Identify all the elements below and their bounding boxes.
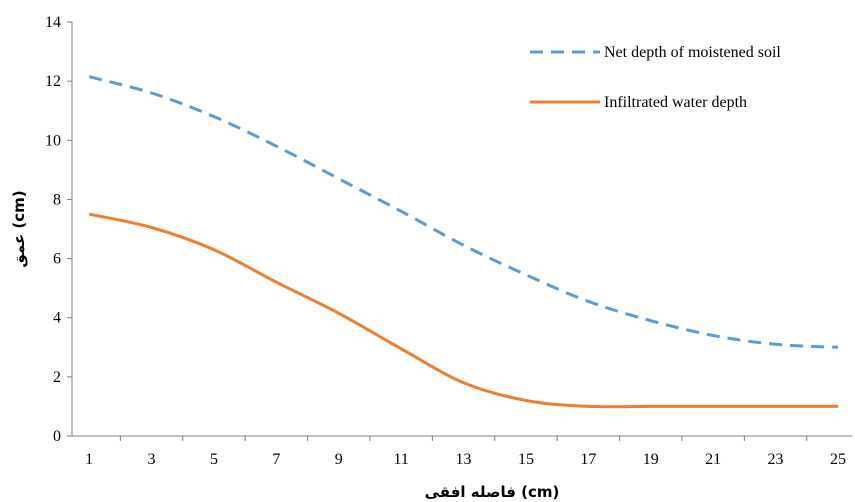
y-tick-label: 0 xyxy=(53,428,61,445)
series-layer xyxy=(88,75,839,409)
x-tick-label: 25 xyxy=(830,451,846,468)
x-tick-label: 15 xyxy=(518,451,534,468)
y-axis-title: عمق (cm) xyxy=(10,190,28,267)
x-tick-label: 7 xyxy=(272,451,280,468)
x-tick-label: 13 xyxy=(456,451,472,468)
y-tick-label: 2 xyxy=(53,369,61,386)
y-ticks: 0 2 4 6 8 10 12 14 xyxy=(45,14,72,445)
axes xyxy=(71,22,852,437)
y-tick-label: 8 xyxy=(53,191,61,208)
x-tick-label: 17 xyxy=(580,451,596,468)
y-tick-label: 14 xyxy=(45,14,61,31)
x-tick-label: 21 xyxy=(705,451,721,468)
x-tick-label: 23 xyxy=(768,451,784,468)
x-axis-title: فاصله افقی (cm) xyxy=(425,483,560,501)
x-tick-label: 5 xyxy=(210,451,218,468)
x-tick-label: 3 xyxy=(148,451,156,468)
legend-label-moistened-soil: Net depth of moistened soil xyxy=(604,44,781,61)
x-tick-label: 9 xyxy=(335,451,343,468)
x-tick-label: 1 xyxy=(85,451,93,468)
legend: Net depth of moistened soil Infiltrated … xyxy=(530,44,781,111)
series-line-moistened-soil xyxy=(88,75,839,349)
y-tick-label: 12 xyxy=(45,73,61,90)
x-tick-label: 11 xyxy=(393,451,408,468)
x-tick-label: 19 xyxy=(643,451,659,468)
series-line-infiltrated-water xyxy=(88,212,838,409)
x-ticks: 1 3 5 7 9 11 13 15 17 19 21 23 25 xyxy=(85,436,846,468)
y-tick-label: 6 xyxy=(53,251,61,268)
y-tick-label: 4 xyxy=(53,310,61,327)
y-tick-label: 10 xyxy=(45,132,61,149)
legend-label-infiltrated-water: Infiltrated water depth xyxy=(604,94,747,111)
